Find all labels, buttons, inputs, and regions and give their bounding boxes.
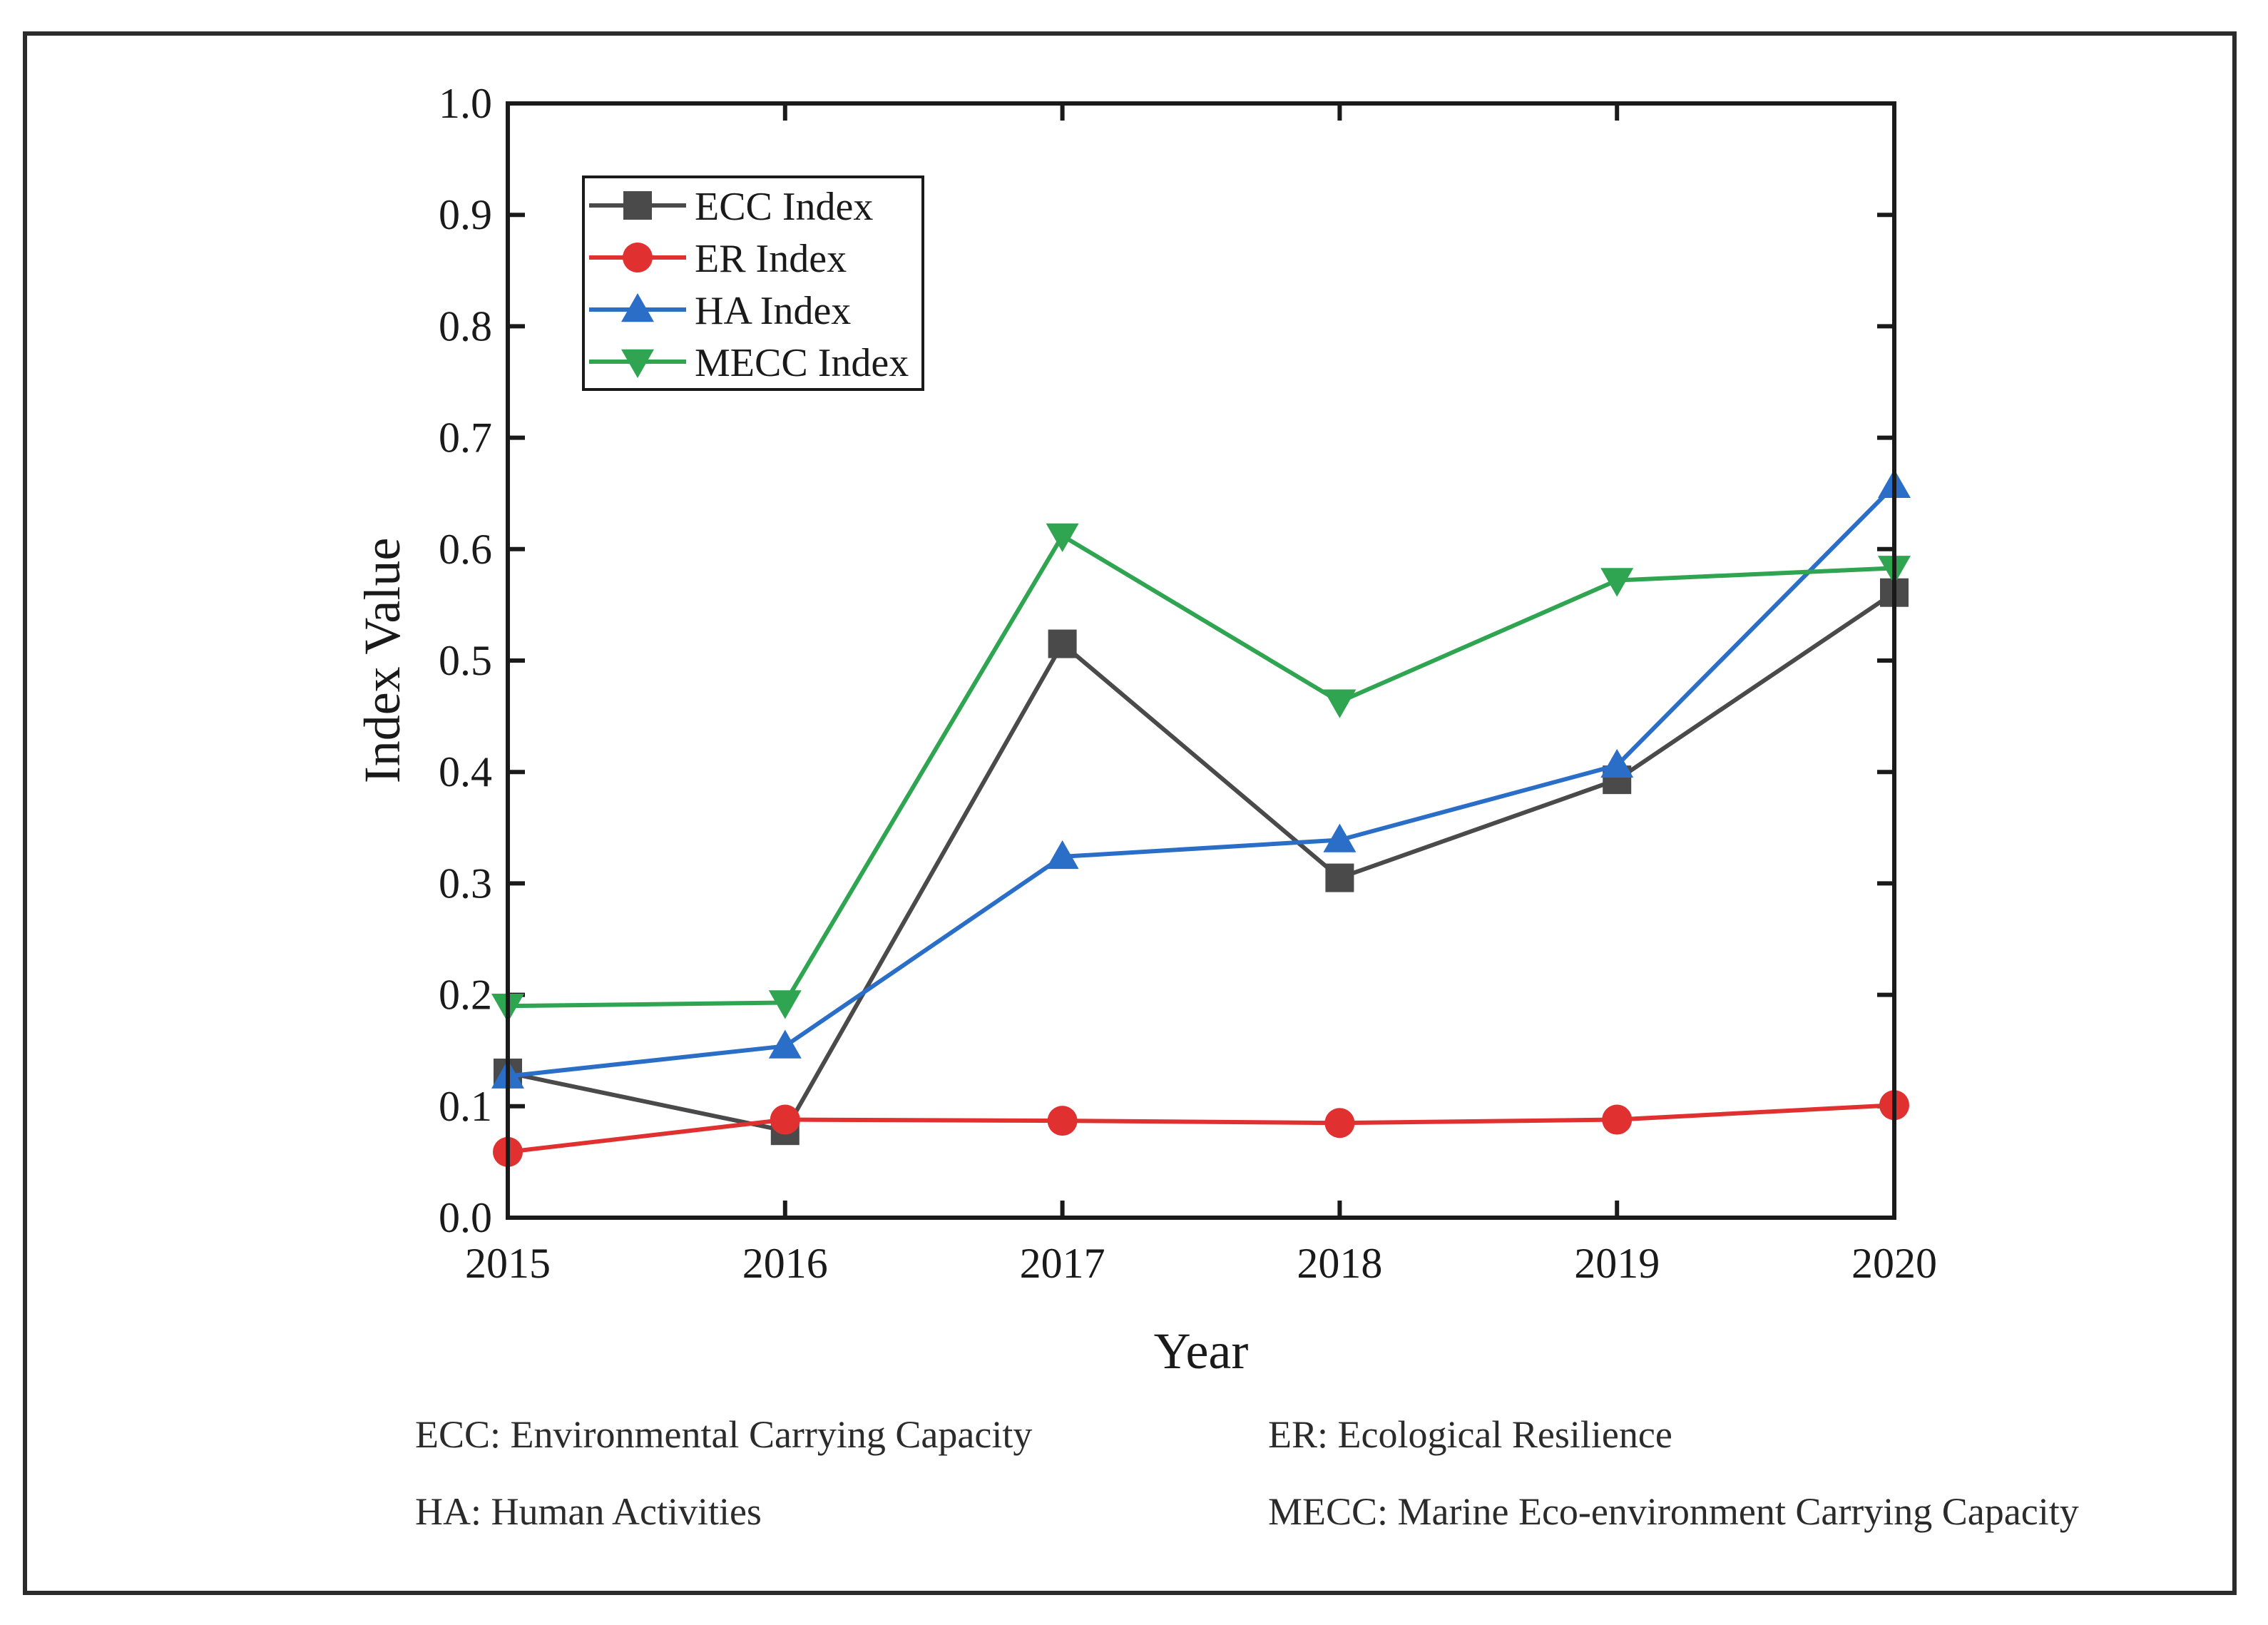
legend-label: MECC Index [695,341,909,385]
y-tick-label: 0.1 [439,1083,492,1130]
series-mecc-index [491,523,1911,1023]
abbrev-ha: HA: Human Activities [415,1490,762,1533]
plot-area-frame [506,101,1896,1220]
series-line [507,534,1895,1009]
series-line [507,591,1896,1134]
legend-item: ER Index [589,237,847,281]
data-point [1602,1104,1633,1135]
y-tick-label: 0.5 [439,637,492,684]
y-tick-label: 0.8 [439,302,492,350]
data-point [1600,568,1634,597]
data-point [1046,840,1079,870]
x-tick-label: 2019 [1574,1240,1660,1287]
y-tick-labels: 0.0 0.1 0.2 0.3 0.4 0.5 0.6 0.7 0.8 0.9 1.0 [439,80,492,1241]
data-point [1047,1106,1078,1136]
legend-marker [623,243,653,272]
y-tick-label: 1.0 [439,80,492,127]
data-point [768,990,802,1019]
data-point [1323,689,1357,718]
x-tick-labels: 2015 2016 2017 2018 2019 2020 [465,1240,1937,1287]
abbrev-er: ER: Ecological Resilience [1268,1413,1672,1456]
legend-label: ER Index [695,237,847,281]
data-point [1325,863,1354,892]
legend-item: ECC Index [589,185,873,229]
y-tick-label: 0.3 [439,860,492,907]
legend-item: HA Index [589,289,851,333]
data-point [770,1104,800,1135]
data-point [768,1029,802,1059]
legend: ECC Index ER Index HA Index MECC Index [582,175,924,391]
y-tick-label: 0.7 [439,414,492,462]
data-point [1048,629,1077,658]
series-ha-index [491,469,1911,1089]
data-point [1046,523,1079,553]
data-point [1323,823,1357,852]
legend-label: ECC Index [695,185,873,229]
figure-frame [23,31,2237,1595]
y-tick-label: 0.9 [439,191,492,238]
legend-marker [621,293,654,322]
x-tick-label: 2015 [465,1240,551,1287]
series-layer [491,469,1911,1167]
y-tick-label: 0.2 [439,972,492,1019]
legend-marker [623,191,652,220]
y-axis-label: Index Value [354,538,411,784]
x-tick-label: 2017 [1020,1240,1105,1287]
legend-marker [621,349,654,378]
x-tick-label: 2020 [1851,1240,1937,1287]
data-point [1600,748,1634,778]
series-line [507,484,1896,1079]
data-point [1324,1108,1355,1138]
y-tick-label: 0.0 [439,1194,492,1241]
x-tick-label: 2016 [742,1240,828,1287]
y-tick-label: 0.6 [439,526,492,573]
series-line [507,1103,1895,1154]
legend-item: MECC Index [589,341,909,385]
series-er-index [493,1090,1909,1167]
x-tick-label: 2018 [1297,1240,1382,1287]
abbrev-mecc: MECC: Marine Eco-environment Carrying Ca… [1268,1490,2079,1533]
y-tick-label: 0.4 [439,748,492,795]
abbrev-ecc: ECC: Environmental Carrying Capacity [415,1413,1033,1456]
series-ecc-index [494,578,1909,1146]
legend-label: HA Index [695,289,851,333]
x-axis-label: Year [1154,1323,1249,1380]
